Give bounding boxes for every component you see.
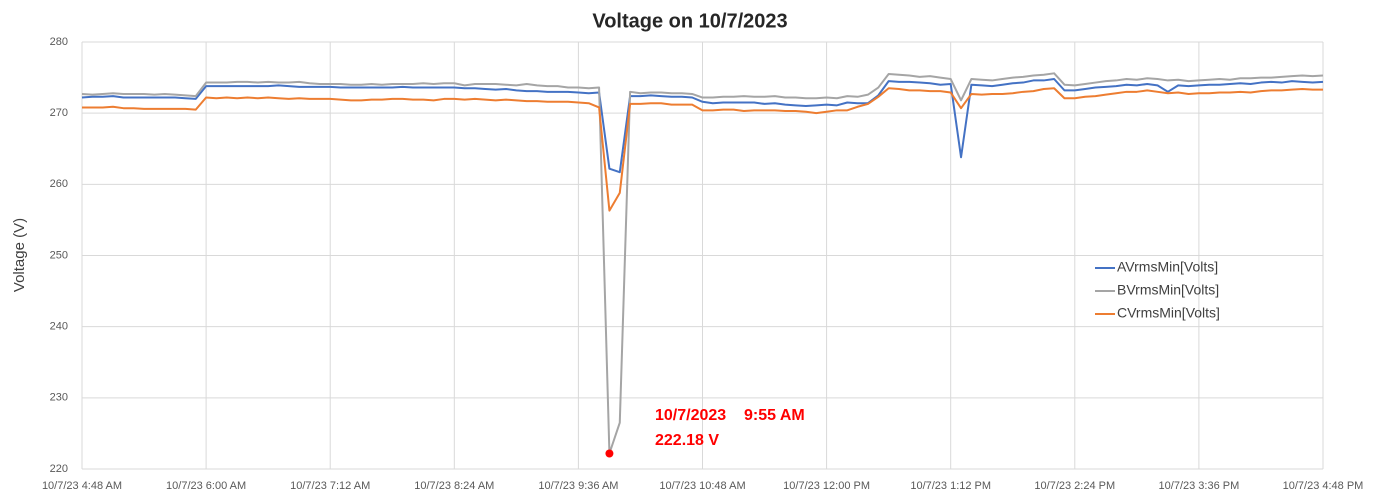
x-tick-label: 10/7/23 1:12 PM [910, 480, 991, 492]
y-tick-label: 280 [50, 36, 68, 48]
y-tick-label: 270 [50, 107, 68, 119]
y-tick-label: 260 [50, 178, 68, 190]
x-tick-label: 10/7/23 9:36 AM [538, 480, 618, 492]
x-tick-label: 10/7/23 2:24 PM [1034, 480, 1115, 492]
x-tick-label: 10/7/23 4:48 PM [1283, 480, 1364, 492]
y-tick-label: 230 [50, 392, 68, 404]
chart-title: Voltage on 10/7/2023 [592, 10, 787, 32]
y-tick-label: 240 [50, 321, 68, 333]
annotation-dot [605, 449, 614, 458]
series-line [82, 87, 1323, 212]
x-tick-label: 10/7/23 7:12 AM [290, 480, 370, 492]
y-tick-label: 250 [50, 249, 68, 261]
annotation-text: 10/7/2023 9:55 AM [655, 407, 805, 424]
y-axis-title: Voltage (V) [11, 218, 28, 292]
annotation-value: 222.18 V [655, 432, 719, 449]
series-line [81, 72, 1324, 455]
legend-label: CVrmsMin[Volts] [1117, 305, 1220, 321]
x-tick-label: 10/7/23 6:00 AM [166, 480, 246, 492]
legend-label: BVrmsMin[Volts] [1117, 282, 1219, 298]
x-tick-label: 10/7/23 4:48 AM [42, 480, 122, 492]
x-tick-label: 10/7/23 3:36 PM [1159, 480, 1240, 492]
y-tick-label: 220 [50, 463, 68, 475]
series-line [81, 78, 1324, 174]
x-tick-label: 10/7/23 8:24 AM [414, 480, 494, 492]
legend-label: AVrmsMin[Volts] [1117, 259, 1218, 275]
x-tick-label: 10/7/23 10:48 AM [659, 480, 745, 492]
x-tick-label: 10/7/23 12:00 PM [783, 480, 870, 492]
